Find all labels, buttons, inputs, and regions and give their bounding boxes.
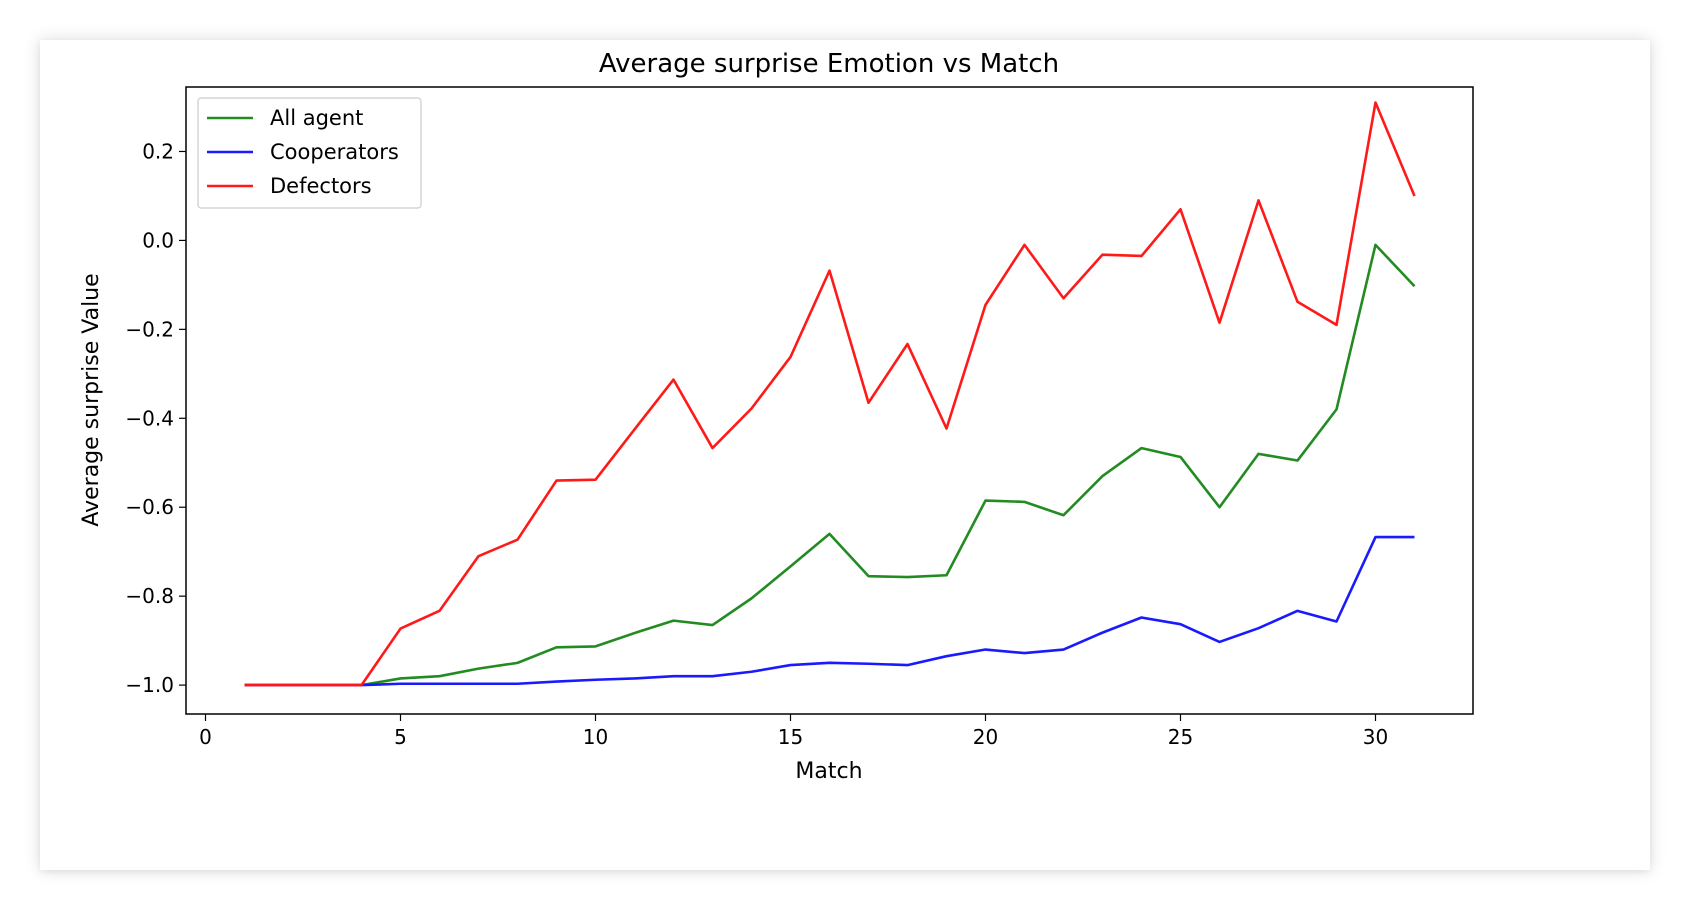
y-tick-label: −0.6 <box>125 495 174 519</box>
series-line-cooperators <box>244 535 1415 687</box>
x-axis-label: Match <box>795 759 862 784</box>
y-tick-label: −0.8 <box>125 584 174 608</box>
legend-label: Defectors <box>270 174 372 198</box>
x-tick-label: 20 <box>973 725 998 749</box>
legend-label: All agent <box>270 106 363 130</box>
x-axis: 0 5 10 15 20 25 30 <box>199 714 1388 749</box>
x-tick-label: 15 <box>778 725 803 749</box>
legend: All agent Cooperators Defectors <box>197 97 422 209</box>
y-tick-label: −1.0 <box>125 673 174 697</box>
series-line-all-agent <box>244 243 1416 687</box>
series-lines <box>244 101 1416 687</box>
y-tick-label: −0.4 <box>125 406 174 430</box>
y-axis-label: Average surprise Value <box>79 273 104 526</box>
line-chart: Average surprise Emotion vs Match 0 5 10 15… <box>79 49 1474 784</box>
legend-item: Cooperators <box>207 140 399 164</box>
y-axis: −1.0 −0.8 −0.6 −0.4 −0.2 0.0 0.2 <box>125 139 186 697</box>
y-tick-label: 0.0 <box>142 228 174 252</box>
x-tick-label: 10 <box>583 725 608 749</box>
plot-frame <box>185 86 1474 715</box>
legend-label: Cooperators <box>270 140 399 164</box>
x-tick-label: 5 <box>394 725 407 749</box>
legend-box <box>197 97 422 209</box>
x-tick-label: 25 <box>1168 725 1193 749</box>
legend-item: All agent <box>207 106 363 130</box>
legend-items: All agent Cooperators Defectors <box>207 106 399 198</box>
y-tick-label: 0.2 <box>142 139 174 163</box>
x-tick-label: 0 <box>199 725 212 749</box>
x-tick-label: 30 <box>1363 725 1388 749</box>
chart-card: Average surprise Emotion vs Match 0 5 10 15… <box>40 40 1650 870</box>
chart-title: Average surprise Emotion vs Match <box>599 49 1059 79</box>
y-tick-label: −0.2 <box>125 317 174 341</box>
legend-item: Defectors <box>207 174 372 198</box>
series-line-defectors <box>244 101 1416 687</box>
